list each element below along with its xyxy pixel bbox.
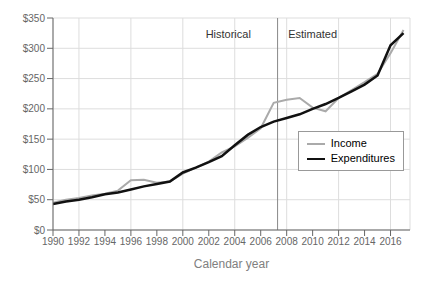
svg-text:$200: $200 [23, 103, 46, 114]
svg-text:2016: 2016 [379, 236, 402, 247]
svg-text:$50: $50 [28, 194, 45, 205]
svg-text:$300: $300 [23, 43, 46, 54]
svg-text:$250: $250 [23, 73, 46, 84]
svg-text:Estimated: Estimated [288, 28, 337, 40]
svg-text:1994: 1994 [94, 236, 117, 247]
svg-text:2002: 2002 [198, 236, 221, 247]
svg-text:2014: 2014 [353, 236, 376, 247]
html-text:Income: Income [330, 137, 367, 149]
svg-text:2000: 2000 [172, 236, 195, 247]
svg-text:1996: 1996 [120, 236, 143, 247]
svg-text:1998: 1998 [146, 236, 169, 247]
svg-text:2012: 2012 [327, 236, 350, 247]
svg-text:Historical: Historical [206, 28, 251, 40]
html-text:Expenditures: Expenditures [330, 152, 395, 164]
svg-text:$100: $100 [23, 164, 46, 175]
svg-text:1992: 1992 [68, 236, 91, 247]
svg-text:$0: $0 [34, 225, 46, 236]
svg-text:$150: $150 [23, 134, 46, 145]
svg-text:2010: 2010 [302, 236, 325, 247]
svg-text:2008: 2008 [276, 236, 299, 247]
svg-text:$350: $350 [23, 13, 46, 24]
svg-text:2006: 2006 [250, 236, 273, 247]
svg-text:1990: 1990 [42, 236, 65, 247]
svg-text:2004: 2004 [224, 236, 247, 247]
svg-text:Calendar year: Calendar year [194, 257, 269, 271]
